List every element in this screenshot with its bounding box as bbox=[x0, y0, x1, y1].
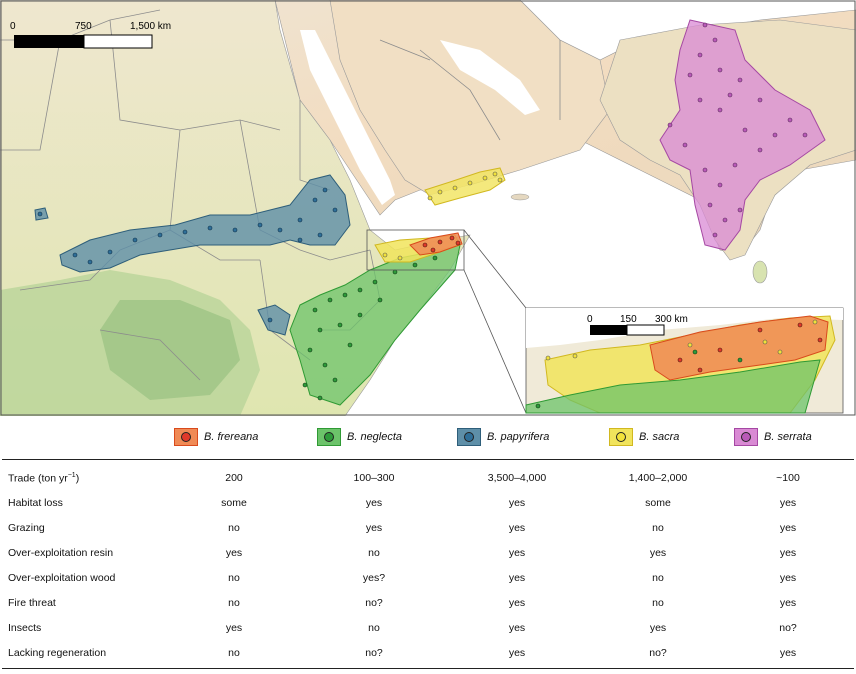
row-label: Lacking regeneration bbox=[8, 647, 107, 659]
dots-neglecta bbox=[302, 255, 438, 401]
dots-sacra bbox=[382, 171, 503, 261]
red-sea bbox=[300, 30, 395, 205]
cell-papyrifera: yes bbox=[508, 647, 526, 659]
cell-frereana: some bbox=[221, 497, 247, 509]
cell-frereana: no bbox=[228, 522, 240, 534]
cell-papyrifera: yes bbox=[508, 572, 526, 584]
row-label: Habitat loss bbox=[8, 497, 63, 509]
row-label: Over-exploitation wood bbox=[8, 572, 116, 584]
legend-item-serrata: B. serrata bbox=[734, 428, 812, 446]
legend-swatch-frereana bbox=[174, 428, 198, 446]
row-label: Grazing bbox=[8, 522, 45, 534]
cell-papyrifera: yes bbox=[508, 497, 526, 509]
range-serrata bbox=[659, 19, 826, 251]
gulf bbox=[440, 40, 540, 115]
cell-neglecta: no bbox=[368, 622, 380, 634]
cell-sacra: no? bbox=[649, 647, 667, 659]
inset-scale-label-1: 150 bbox=[620, 314, 637, 325]
row-label: Insects bbox=[8, 622, 42, 634]
legend-swatch-neglecta bbox=[317, 428, 341, 446]
table-row: Lacking regeneration no no? yes no? yes bbox=[0, 641, 856, 665]
cell-papyrifera: yes bbox=[508, 522, 526, 534]
cell-serrata: yes bbox=[779, 547, 797, 559]
cell-serrata: yes bbox=[779, 572, 797, 584]
table-row: Over-exploitation wood no yes? yes no ye… bbox=[0, 566, 856, 590]
cell-serrata: yes bbox=[779, 497, 797, 509]
cell-sacra: yes bbox=[649, 547, 667, 559]
inset-scale-bar: 0 150 300 km bbox=[587, 314, 688, 336]
inset-locator-box bbox=[366, 229, 465, 271]
cell-neglecta: 100–300 bbox=[353, 472, 395, 484]
legend-swatch-papyrifera bbox=[457, 428, 481, 446]
legend-item-sacra: B. sacra bbox=[609, 428, 679, 446]
cell-frereana: yes bbox=[225, 622, 243, 634]
cell-serrata: no? bbox=[779, 622, 797, 634]
range-map: 0 750 1,500 km 0 150 300 km bbox=[0, 0, 856, 416]
dots-serrata bbox=[667, 22, 808, 238]
scale-label-0: 0 bbox=[10, 21, 16, 32]
row-label: Fire threat bbox=[8, 597, 56, 609]
legend-swatch-serrata bbox=[734, 428, 758, 446]
cell-serrata: yes bbox=[779, 647, 797, 659]
gulf-aden bbox=[390, 185, 500, 232]
cell-papyrifera: yes bbox=[508, 597, 526, 609]
cell-frereana: yes bbox=[225, 547, 243, 559]
range-frereana bbox=[409, 232, 463, 256]
cell-serrata: ~100 bbox=[776, 472, 800, 484]
legend-label: B. serrata bbox=[764, 431, 812, 443]
scale-label-1: 750 bbox=[75, 21, 92, 32]
cell-serrata: yes bbox=[779, 522, 797, 534]
inset-scale-label-0: 0 bbox=[587, 314, 593, 325]
scale-label-2: 1,500 km bbox=[130, 21, 171, 32]
table-row: Trade (ton yr−1) 200 100–300 3,500–4,000… bbox=[0, 466, 856, 490]
inset-scale-label-2: 300 km bbox=[655, 314, 688, 325]
cell-neglecta: no? bbox=[365, 647, 383, 659]
range-neglecta bbox=[289, 244, 461, 406]
cell-sacra: 1,400–2,000 bbox=[628, 472, 688, 484]
table-top-rule bbox=[2, 459, 854, 460]
dots-papyrifera bbox=[37, 187, 338, 323]
cell-sacra: yes bbox=[649, 622, 667, 634]
table-row: Over-exploitation resin yes no yes yes y… bbox=[0, 541, 856, 565]
table-row: Habitat loss some yes yes some yes bbox=[0, 491, 856, 515]
cell-papyrifera: yes bbox=[508, 622, 526, 634]
legend-item-frereana: B. frereana bbox=[174, 428, 258, 446]
cell-neglecta: yes bbox=[365, 497, 383, 509]
table-row: Insects yes no yes yes no? bbox=[0, 616, 856, 640]
cell-frereana: no bbox=[228, 572, 240, 584]
scale-bar: 0 750 1,500 km bbox=[10, 21, 171, 49]
range-papyrifera bbox=[34, 174, 351, 336]
cell-frereana: 200 bbox=[225, 472, 243, 484]
cell-neglecta: yes? bbox=[362, 572, 386, 584]
legend-swatch-sacra bbox=[609, 428, 633, 446]
row-label: Trade (ton yr−1) bbox=[8, 472, 80, 485]
legend-item-papyrifera: B. papyrifera bbox=[457, 428, 549, 446]
legend-label: B. frereana bbox=[204, 431, 259, 443]
cell-sacra: no bbox=[652, 597, 664, 609]
cell-neglecta: no bbox=[368, 547, 380, 559]
legend-label: B. papyrifera bbox=[487, 431, 550, 443]
legend-label: B. sacra bbox=[639, 431, 680, 443]
cell-serrata: yes bbox=[779, 597, 797, 609]
inset-map bbox=[525, 307, 844, 414]
sri-lanka bbox=[752, 260, 768, 284]
cell-sacra: no bbox=[652, 572, 664, 584]
legend: B. frereana B. neglecta B. papyrifera B.… bbox=[0, 420, 856, 456]
cell-papyrifera: 3,500–4,000 bbox=[487, 472, 547, 484]
table-bottom-rule bbox=[2, 668, 854, 669]
cell-neglecta: yes bbox=[365, 522, 383, 534]
cell-frereana: no bbox=[228, 647, 240, 659]
row-label: Over-exploitation resin bbox=[8, 547, 114, 559]
cell-sacra: some bbox=[645, 497, 671, 509]
cell-papyrifera: yes bbox=[508, 547, 526, 559]
legend-label: B. neglecta bbox=[347, 431, 403, 443]
legend-item-neglecta: B. neglecta bbox=[317, 428, 402, 446]
table-row: Grazing no yes yes no yes bbox=[0, 516, 856, 540]
table-row: Fire threat no no? yes no yes bbox=[0, 591, 856, 615]
dots-frereana bbox=[422, 235, 461, 253]
cell-frereana: no bbox=[228, 597, 240, 609]
cell-neglecta: no? bbox=[365, 597, 383, 609]
cell-sacra: no bbox=[652, 522, 664, 534]
